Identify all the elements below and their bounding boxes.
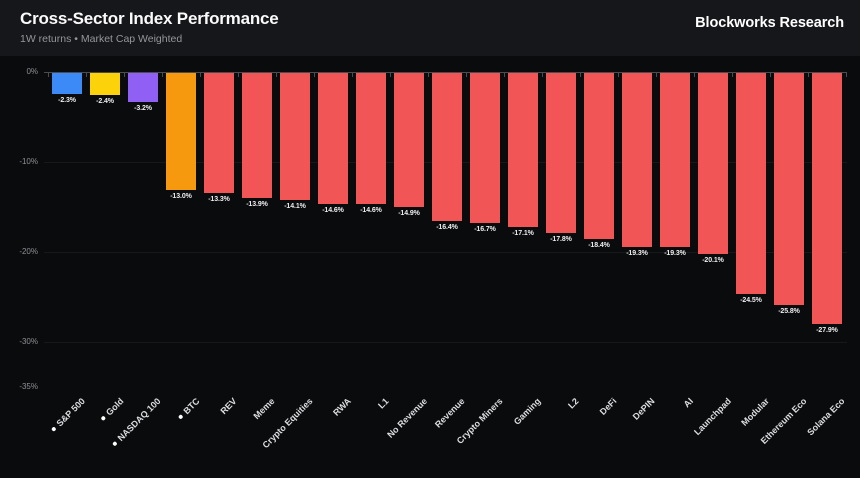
- x-axis-category-label: Revenue: [433, 396, 468, 430]
- category-dot: [99, 415, 106, 422]
- x-axis-tick: [86, 73, 87, 77]
- bar-value-label: -17.1%: [512, 229, 534, 237]
- x-axis-category-label: DePIN: [631, 396, 658, 422]
- bar-value-label: -2.3%: [58, 96, 76, 104]
- x-axis-line: [44, 72, 847, 73]
- bar-value-label: -20.1%: [702, 256, 724, 264]
- bar-value-label: -19.3%: [626, 249, 648, 257]
- x-axis-category-label: Gaming: [512, 396, 544, 427]
- bar-no-revenue[interactable]: [394, 73, 424, 208]
- bar-value-label: -13.9%: [246, 201, 268, 209]
- category-dot: [51, 426, 57, 432]
- bar-value-label: -16.4%: [436, 223, 458, 231]
- x-axis-tick: [694, 73, 695, 77]
- bar-meme[interactable]: [242, 73, 272, 199]
- x-axis-tick: [124, 73, 125, 77]
- bar-crypto-miners[interactable]: [470, 73, 500, 224]
- x-axis-category-label: REV: [218, 396, 240, 417]
- chart-header: Cross-Sector Index Performance 1W return…: [0, 0, 860, 56]
- x-axis-tick: [732, 73, 733, 77]
- y-axis-tick-label: -35%: [19, 382, 38, 391]
- bar-value-label: -14.6%: [322, 207, 344, 215]
- bar-value-label: -24.5%: [740, 296, 762, 304]
- bar-rwa[interactable]: [318, 73, 348, 205]
- bar-nasdaq-100[interactable]: [128, 73, 158, 102]
- x-axis-category-label: BTC: [175, 396, 201, 422]
- x-axis-tick: [656, 73, 657, 77]
- x-axis-tick: [428, 73, 429, 77]
- bar-value-label: -3.2%: [134, 104, 152, 112]
- bar-value-label: -14.1%: [284, 202, 306, 210]
- x-axis-tick: [846, 73, 847, 77]
- x-axis-category-label: Modular: [739, 396, 772, 428]
- gridline--30: [44, 342, 847, 343]
- x-axis-tick: [618, 73, 619, 77]
- x-axis-tick: [770, 73, 771, 77]
- bar-crypto-equities[interactable]: [280, 73, 310, 200]
- x-axis-category-label: RWA: [331, 396, 354, 418]
- x-axis-tick: [48, 73, 49, 77]
- x-axis-tick: [504, 73, 505, 77]
- x-axis-category-label: Solana Eco: [805, 396, 848, 438]
- x-axis-tick: [466, 73, 467, 77]
- bar-l2[interactable]: [546, 73, 576, 234]
- x-axis-category-label: S&P 500: [49, 396, 87, 434]
- category-dot: [177, 414, 184, 420]
- x-axis-tick: [238, 73, 239, 77]
- x-axis-tick: [162, 73, 163, 77]
- bar-value-label: -27.9%: [816, 327, 838, 335]
- bar-value-label: -2.4%: [96, 97, 114, 105]
- bar-value-label: -14.9%: [398, 210, 420, 218]
- bar-rev[interactable]: [204, 73, 234, 193]
- gridline--20: [44, 252, 847, 253]
- bar-value-label: -25.8%: [778, 308, 800, 316]
- x-axis-category-label: DeFi: [598, 396, 620, 417]
- x-axis-tick: [352, 73, 353, 77]
- bar-gaming[interactable]: [508, 73, 538, 227]
- y-axis-tick-label: -20%: [19, 247, 38, 256]
- x-axis-category-label: L2: [566, 396, 582, 411]
- bar-solana-eco[interactable]: [812, 73, 842, 325]
- chart-subtitle: 1W returns • Market Cap Weighted: [20, 33, 183, 45]
- chart-title: Cross-Sector Index Performance: [20, 9, 279, 28]
- bar-value-label: -16.7%: [474, 226, 496, 234]
- bar-value-label: -19.3%: [664, 249, 686, 257]
- x-axis-tick: [276, 73, 277, 77]
- brand-label: Blockworks Research: [695, 15, 844, 31]
- bar-value-label: -13.3%: [208, 195, 230, 203]
- x-axis-tick: [314, 73, 315, 77]
- category-dot: [112, 440, 119, 447]
- x-axis-category-label: L1: [376, 396, 392, 411]
- bar-depin[interactable]: [622, 73, 652, 247]
- y-axis-tick-label: 0%: [26, 67, 38, 76]
- bar-launchpad[interactable]: [698, 73, 728, 254]
- bar-value-label: -13.0%: [170, 193, 192, 200]
- x-axis-category-label: Meme: [251, 396, 278, 422]
- bar-value-label: -18.4%: [588, 241, 610, 249]
- bar-ai[interactable]: [660, 73, 690, 247]
- bar-defi[interactable]: [584, 73, 614, 239]
- y-axis-tick-label: -30%: [19, 337, 38, 346]
- x-axis-category-label: No Revenue: [385, 396, 430, 440]
- x-axis-tick: [808, 73, 809, 77]
- bar-modular[interactable]: [736, 73, 766, 294]
- bar-s-p-500[interactable]: [52, 73, 82, 94]
- bar-ethereum-eco[interactable]: [774, 73, 804, 306]
- bar-value-label: -17.8%: [550, 236, 572, 244]
- x-axis-category-label: Gold: [98, 396, 125, 423]
- bar-l1[interactable]: [356, 73, 386, 205]
- bar-gold[interactable]: [90, 73, 120, 95]
- x-axis-tick: [542, 73, 543, 77]
- bar-revenue[interactable]: [432, 73, 462, 221]
- x-axis-tick: [200, 73, 201, 77]
- y-axis-tick-label: -10%: [19, 157, 38, 166]
- x-axis-tick: [580, 73, 581, 77]
- x-axis-category-label: Launchpad: [692, 396, 734, 438]
- x-axis-tick: [390, 73, 391, 77]
- bar-value-label: -14.6%: [360, 207, 382, 215]
- x-axis-category-label: AI: [681, 396, 696, 410]
- bar-btc[interactable]: [166, 73, 196, 190]
